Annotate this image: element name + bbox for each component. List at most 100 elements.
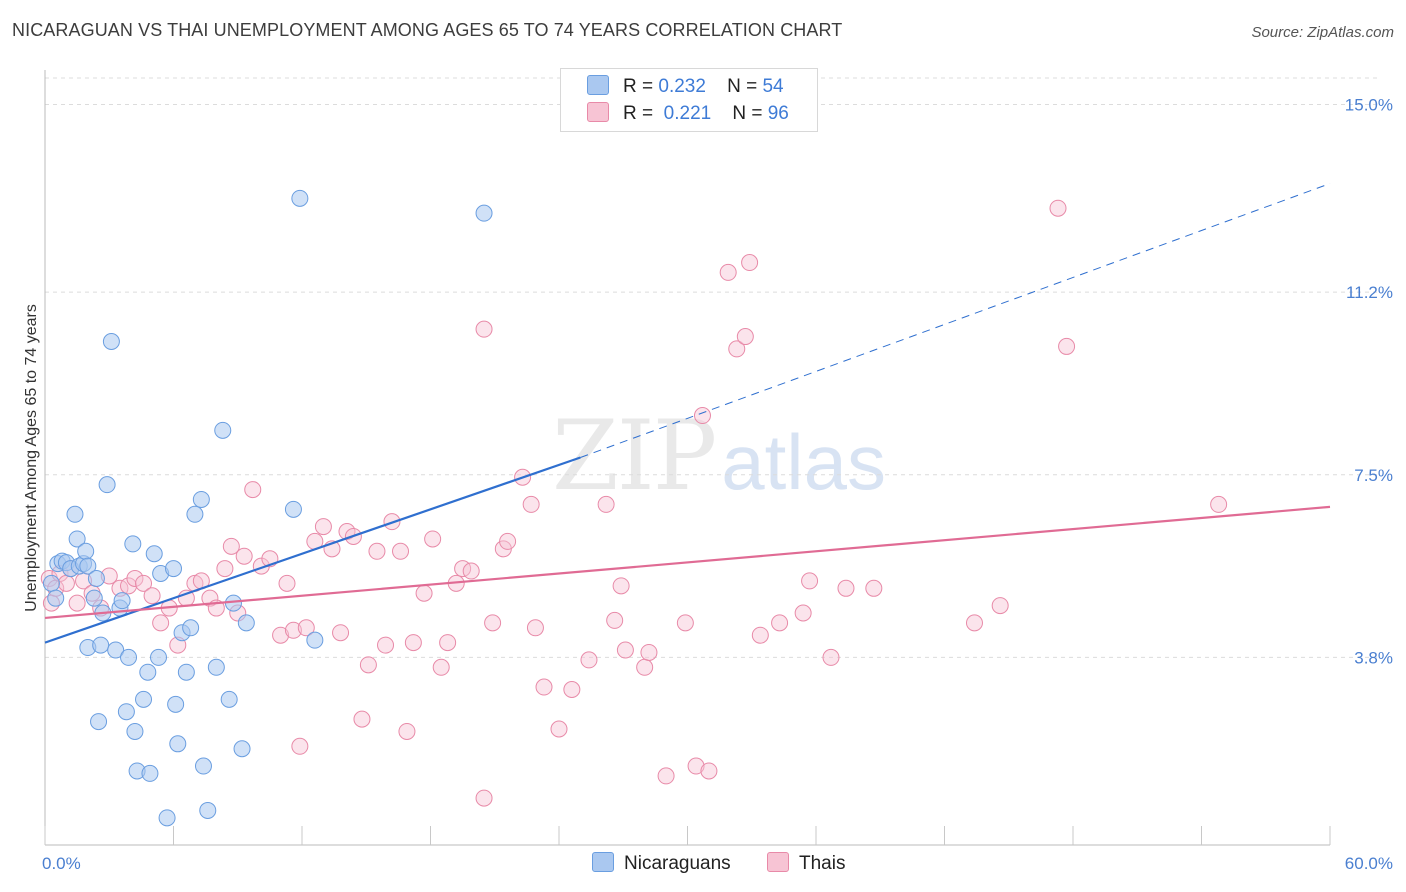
thai-point	[297, 619, 315, 637]
watermark-zip: ZIP	[552, 400, 717, 512]
nicaraguan-point	[42, 574, 60, 592]
thai-point	[462, 562, 480, 580]
thai-point	[1049, 199, 1067, 217]
y-tick-label: 7.5%	[1354, 466, 1393, 485]
thai-point	[475, 320, 493, 338]
nicaraguan-point	[102, 332, 120, 350]
axes	[44, 70, 1330, 846]
nicaraguan-point	[194, 757, 212, 775]
thai-point	[693, 407, 711, 425]
thai-point	[353, 710, 371, 728]
thai-point	[526, 619, 544, 637]
thai-point	[736, 328, 754, 346]
nicaraguan-point	[306, 631, 324, 649]
nicaraguan-point	[66, 505, 84, 523]
thai-point	[278, 574, 296, 592]
bottom-legend-thais: Thais	[767, 852, 845, 875]
legend-n-label: N =	[732, 103, 763, 124]
nicaraguan-point	[126, 722, 144, 740]
thai-point	[751, 626, 769, 644]
thai-point	[499, 532, 517, 550]
thai-point	[359, 656, 377, 674]
thai-point	[143, 587, 161, 605]
thai-point	[201, 589, 219, 607]
bottom-legend-swatch-blue	[592, 852, 614, 872]
nicaraguan-point	[135, 690, 153, 708]
nicaraguan-point	[475, 204, 493, 222]
nicaraguan-point	[220, 690, 238, 708]
thai-point	[612, 577, 630, 595]
x-tick-label-min: 0.0%	[42, 854, 81, 873]
thais-points	[40, 199, 1228, 807]
y-tick-label: 15.0%	[1345, 96, 1393, 115]
nicaraguan-point	[98, 476, 116, 494]
thai-point	[222, 537, 240, 555]
nicaraguan-point	[150, 648, 168, 666]
nicaraguan-point	[107, 641, 125, 659]
thai-point	[837, 579, 855, 597]
nicaraguan-point	[117, 703, 135, 721]
legend-n-label: N =	[727, 76, 758, 97]
thai-point	[676, 614, 694, 632]
thai-point	[216, 560, 234, 578]
thai-point	[822, 648, 840, 666]
legend-r-value: 0.232	[658, 76, 706, 97]
thai-point	[728, 340, 746, 358]
nicaraguan-point	[68, 530, 86, 548]
thai-point	[484, 614, 502, 632]
thai-point	[377, 636, 395, 654]
nicaraguan-point	[113, 592, 131, 610]
thai-point	[522, 495, 540, 513]
thai-point	[135, 574, 153, 592]
source-label: Source: ZipAtlas.com	[1251, 24, 1394, 41]
thai-point	[563, 681, 581, 699]
trend-lines	[44, 183, 1331, 644]
y-tick-labels: 3.8% 7.5% 11.2% 15.0%	[1345, 96, 1393, 668]
nicaraguan-point	[92, 636, 110, 654]
nicaraguan-point	[167, 695, 185, 713]
thai-point	[235, 547, 253, 565]
nicaraguans-trendline-extension	[580, 183, 1331, 458]
thai-point	[535, 678, 553, 696]
y-axis-label: Unemployment Among Ages 65 to 74 years	[23, 304, 40, 612]
y-tick-label: 11.2%	[1346, 283, 1393, 302]
thai-point	[57, 574, 75, 592]
thai-point	[439, 634, 457, 652]
thai-point	[284, 621, 302, 639]
thai-point	[865, 579, 883, 597]
thai-point	[636, 658, 654, 676]
nicaraguans-trendline	[44, 456, 581, 644]
legend-swatch-blue	[587, 75, 609, 95]
nicaraguan-point	[79, 557, 97, 575]
thai-point	[1058, 337, 1076, 355]
nicaraguan-point	[284, 500, 302, 518]
nicaraguan-point	[291, 189, 309, 207]
nicaraguan-point	[77, 542, 95, 560]
legend: R = 0.232 N = 54 R = 0.221 N = 96	[560, 68, 818, 132]
thai-point	[244, 481, 262, 499]
nicaraguan-point	[85, 589, 103, 607]
legend-swatch-pink	[587, 102, 609, 122]
nicaraguan-point	[192, 490, 210, 508]
legend-r-label: R =	[623, 76, 654, 97]
legend-r-label: R =	[623, 103, 654, 124]
bottom-legend-swatch-pink	[767, 852, 789, 872]
thai-point	[392, 542, 410, 560]
thai-point	[68, 594, 86, 612]
y-tick-label: 3.8%	[1354, 648, 1393, 667]
bottom-legend-nicaraguans: Nicaraguans	[592, 852, 731, 875]
legend-row-thais: R = 0.221 N = 96	[587, 102, 789, 126]
thai-point	[657, 767, 675, 785]
grid-lines	[45, 77, 1380, 658]
thai-point	[550, 720, 568, 738]
bottom-legend-label: Nicaraguans	[624, 853, 731, 874]
nicaraguan-point	[186, 505, 204, 523]
nicaraguan-point	[182, 619, 200, 637]
thai-point	[719, 263, 737, 281]
nicaraguan-point	[165, 560, 182, 578]
legend-r-value: 0.221	[663, 103, 712, 124]
nicaraguans-points	[42, 189, 493, 827]
thai-point	[597, 495, 615, 513]
thai-point	[794, 604, 812, 622]
thai-point	[398, 722, 416, 740]
